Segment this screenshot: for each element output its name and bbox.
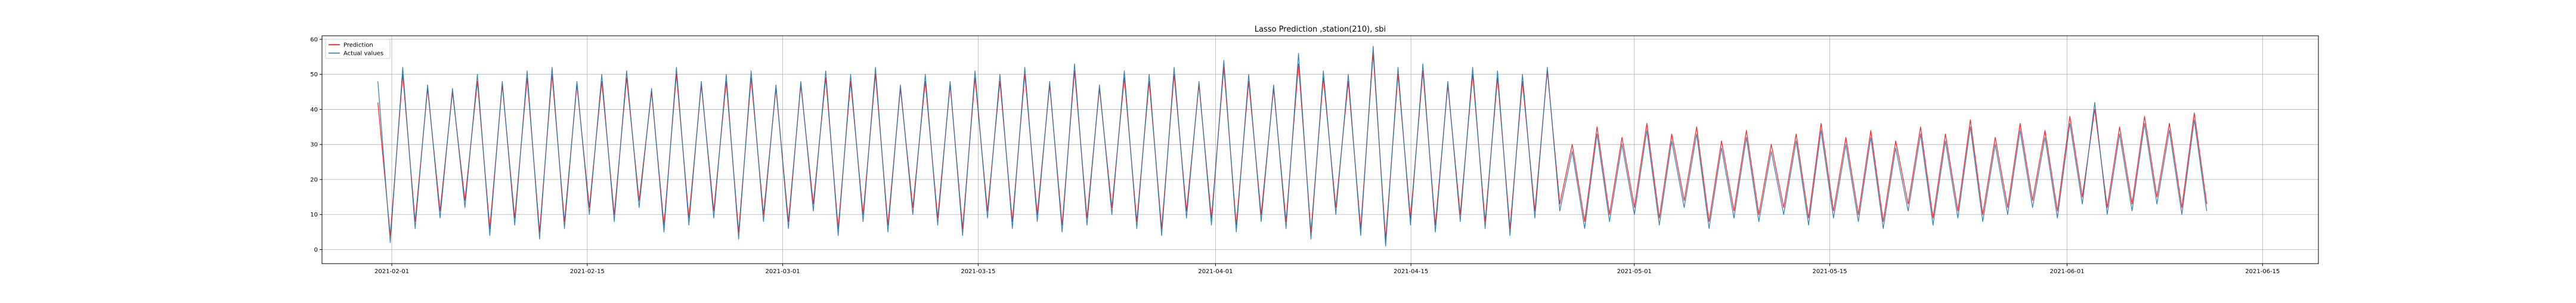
legend-frame [325,39,391,59]
series-layer [377,45,2207,247]
ticks-layer: 0 10 20 30 40 50 60 2021-02-01 2021-02-15 2021-03… [310,36,2280,275]
x-tick-label: 2021-02-01 [374,268,409,275]
legend-label-actual: Actual values [343,51,383,57]
y-tick-label: 60 [310,36,318,43]
y-tick-label: 0 [314,247,318,253]
x-tick-label: 2021-03-01 [766,268,800,275]
y-tick-label: 50 [310,72,318,78]
x-tick-label: 2021-03-15 [961,268,995,275]
legend-label-prediction: Prediction [343,42,373,49]
legend: Prediction Actual values [325,39,391,59]
x-tick-label: 2021-05-01 [1617,268,1652,275]
x-tick-label: 2021-06-15 [2245,268,2280,275]
x-tick-label: 2021-06-01 [2050,268,2085,275]
plot-frame [321,35,2319,264]
chart-title: Lasso Prediction ,station(210), sbi [1255,25,1386,34]
series-line-actual-values [377,45,2207,247]
x-tick-label: 2021-05-15 [1812,268,1847,275]
x-tick-label: 2021-02-15 [570,268,605,275]
y-tick-label: 40 [310,107,318,113]
y-tick-label: 20 [310,177,318,183]
grid-layer [322,36,2318,264]
x-tick-label: 2021-04-15 [1394,268,1428,275]
y-tick-label: 10 [310,212,318,218]
series-line-prediction [377,52,2207,240]
y-tick-label: 30 [310,142,318,149]
x-tick-label: 2021-04-01 [1198,268,1233,275]
